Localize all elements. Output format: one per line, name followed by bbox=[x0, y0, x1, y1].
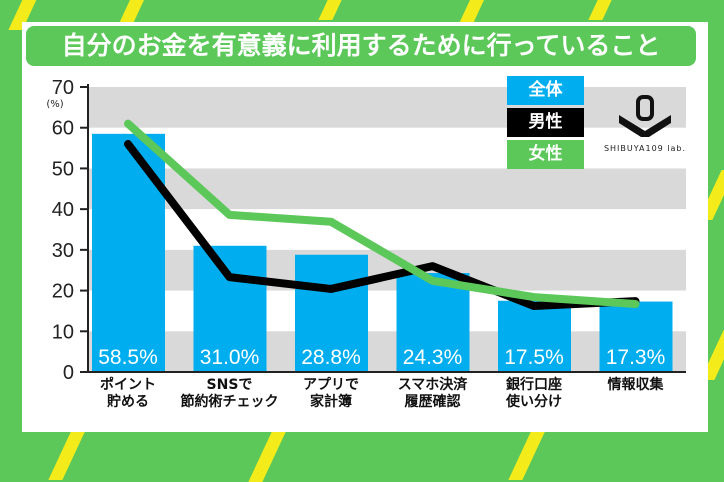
x-category-line: 履歴確認 bbox=[383, 394, 483, 411]
x-category-line: 銀行口座 bbox=[484, 377, 584, 394]
bar-value-label: 31.0% bbox=[200, 346, 260, 369]
y-axis-unit: (%) bbox=[46, 99, 63, 110]
logo-icon bbox=[615, 95, 675, 140]
x-category-label: 銀行口座使い分け bbox=[484, 377, 584, 411]
bar-value-label: 17.3% bbox=[606, 346, 666, 369]
x-category-line: 使い分け bbox=[484, 394, 584, 411]
grid-band bbox=[88, 331, 686, 372]
legend-male: 男性 bbox=[507, 108, 584, 137]
y-tick-label: 0 bbox=[63, 362, 74, 384]
x-category-line: ポイント bbox=[78, 377, 178, 394]
x-category-line: アプリで bbox=[281, 377, 381, 394]
x-category-line: 節約術チェック bbox=[180, 394, 280, 411]
grid-band bbox=[88, 87, 686, 128]
x-category-label: スマホ決済履歴確認 bbox=[383, 377, 483, 411]
bar-value-label: 28.8% bbox=[301, 346, 361, 369]
x-category-label: SNSで節約術チェック bbox=[180, 377, 280, 411]
bar-value-label: 17.5% bbox=[504, 346, 564, 369]
legend-all: 全体 bbox=[507, 76, 584, 105]
x-category-line: スマホ決済 bbox=[383, 377, 483, 394]
y-tick-label: 40 bbox=[52, 199, 74, 221]
y-tick-label: 60 bbox=[52, 118, 74, 140]
legend-female: 女性 bbox=[507, 140, 584, 169]
y-tick-label: 70 bbox=[52, 77, 74, 99]
x-category-line: 情報収集 bbox=[586, 377, 686, 394]
y-tick-label: 10 bbox=[52, 321, 74, 343]
x-category-line: SNSで bbox=[180, 377, 280, 394]
x-category-label: 情報収集 bbox=[586, 377, 686, 394]
y-tick-label: 50 bbox=[52, 158, 74, 180]
x-category-line: 家計簿 bbox=[281, 394, 381, 411]
shibuya109-lab-logo: SHIBUYA109 lab. bbox=[600, 95, 690, 153]
x-category-line: 貯める bbox=[78, 394, 178, 411]
y-tick-label: 30 bbox=[52, 240, 74, 262]
bar-value-label: 58.5% bbox=[98, 346, 158, 369]
bar-value-label: 24.3% bbox=[403, 346, 463, 369]
bar bbox=[92, 134, 165, 372]
x-category-label: アプリで家計簿 bbox=[281, 377, 381, 411]
x-category-label: ポイント貯める bbox=[78, 377, 178, 411]
y-tick-label: 20 bbox=[52, 281, 74, 303]
